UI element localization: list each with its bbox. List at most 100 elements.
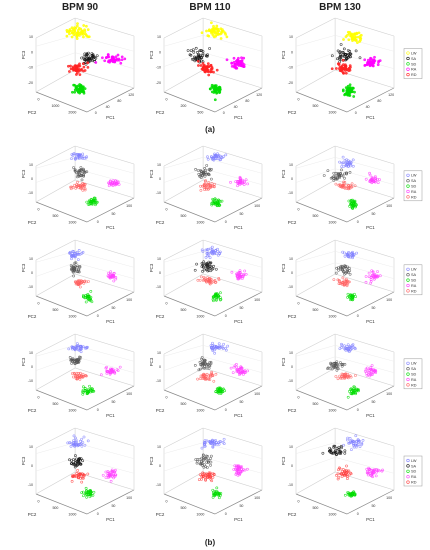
z-axis-label: PC3: [149, 357, 154, 366]
x-axis-label: PC1: [366, 319, 375, 324]
point-sa: [194, 58, 198, 61]
point-lw: [213, 252, 216, 256]
point-lw: [214, 251, 218, 255]
point-sd: [84, 486, 88, 490]
point-rd: [346, 477, 349, 480]
point-rd: [87, 280, 90, 283]
point-sa: [354, 49, 358, 53]
series-rd: [199, 179, 216, 192]
point-rd: [198, 377, 202, 380]
point-lw: [73, 445, 77, 448]
point-sa: [198, 360, 202, 364]
z-tick-label: -10: [28, 285, 33, 289]
point-sd: [92, 200, 96, 204]
y-axis-label: PC2: [156, 512, 165, 517]
point-lw: [74, 438, 78, 442]
point-sa: [347, 55, 350, 59]
point-sa: [329, 361, 333, 365]
point-lw: [360, 443, 364, 446]
z-axis-label: PC3: [21, 263, 26, 272]
point-sa: [201, 366, 205, 370]
z-tick-label: -10: [288, 285, 293, 289]
y-tick-label: 500: [52, 402, 58, 406]
point-rd: [78, 472, 82, 476]
point-lw: [75, 34, 79, 37]
point-lw: [357, 31, 361, 35]
floor-grid: [163, 367, 263, 391]
point-ra: [371, 64, 375, 68]
point-sa: [75, 358, 79, 361]
point-ra: [114, 181, 117, 185]
z-tick-label: -10: [28, 379, 33, 383]
point-sd: [218, 85, 221, 89]
point-rd: [208, 282, 212, 286]
point-rd: [212, 70, 215, 74]
legend-label-sa: SA: [411, 273, 417, 277]
point-sa: [199, 460, 203, 464]
point-sa: [70, 459, 73, 463]
z-tick-label: 0: [159, 177, 161, 181]
point-rd: [83, 374, 87, 378]
point-ra: [108, 372, 112, 376]
axis-edge: [163, 145, 204, 167]
point-rd: [78, 73, 82, 76]
x-tick-label: 0: [357, 220, 359, 224]
point-lw: [358, 445, 362, 448]
y-axis-label: PC2: [28, 220, 37, 225]
point-ra: [246, 369, 249, 373]
point-lw: [80, 156, 84, 160]
point-sd: [211, 197, 215, 201]
point-lw: [348, 437, 352, 440]
z-tick-label: 0: [159, 271, 161, 275]
series-rd: [335, 464, 353, 481]
legend-box: [403, 358, 423, 390]
point-ra: [364, 275, 368, 278]
y-axis-label: PC2: [288, 408, 297, 413]
series-sd: [346, 292, 357, 302]
legend-marker-ra: [406, 283, 410, 288]
point-lw: [82, 345, 85, 349]
point-sa: [203, 359, 207, 362]
point-sa: [69, 462, 73, 466]
legend-marker-ra: [406, 189, 410, 194]
x-tick-label: 50: [371, 504, 375, 508]
point-sa: [210, 168, 213, 171]
point-ra: [370, 471, 374, 474]
y-tick-label: 500: [52, 214, 58, 218]
point-sd: [346, 492, 350, 496]
z-tick-label: 0: [31, 177, 33, 181]
point-lw: [70, 35, 74, 39]
legend-marker-lw: [406, 458, 410, 463]
point-rd: [200, 475, 203, 478]
x-axis-label: PC1: [234, 115, 243, 120]
grid-line: [75, 157, 135, 174]
point-rd: [211, 476, 215, 479]
point-lw: [76, 443, 80, 447]
point-lw: [73, 347, 77, 350]
grid-line: [35, 168, 76, 183]
point-ra: [370, 372, 373, 375]
y-tick-label: 500: [180, 506, 186, 510]
point-rd: [217, 277, 221, 280]
point-sd: [215, 204, 219, 208]
point-sa: [206, 263, 209, 267]
point-lw: [224, 153, 228, 157]
y-tick-label: 500: [180, 402, 186, 406]
point-lw: [77, 249, 81, 252]
point-sd: [351, 202, 355, 206]
point-sa: [339, 265, 342, 269]
point-sa: [340, 168, 343, 172]
point-lw: [84, 156, 88, 160]
point-sa: [199, 59, 203, 63]
series-ra: [365, 466, 384, 479]
series-rd: [196, 275, 221, 286]
series-sd: [81, 290, 94, 304]
point-lw: [83, 28, 86, 32]
point-sa: [193, 364, 197, 367]
point-rd: [72, 474, 75, 478]
point-ra: [246, 467, 249, 471]
point-sa: [202, 260, 206, 264]
point-ra: [104, 476, 108, 479]
point-lw: [76, 258, 80, 261]
